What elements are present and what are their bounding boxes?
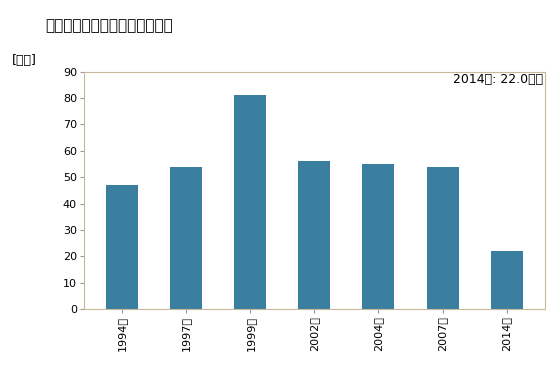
- Bar: [491, 251, 522, 309]
- Bar: [427, 167, 459, 309]
- Y-axis label: [店舗]: [店舗]: [11, 54, 36, 67]
- Text: 2014年: 22.0店舗: 2014年: 22.0店舗: [453, 73, 543, 86]
- Bar: [362, 164, 394, 309]
- Bar: [106, 185, 138, 309]
- Text: 各種商品小売業の店舗数の推移: 各種商品小売業の店舗数の推移: [45, 18, 172, 33]
- Bar: [298, 161, 330, 309]
- Bar: [170, 167, 202, 309]
- Bar: [235, 95, 267, 309]
